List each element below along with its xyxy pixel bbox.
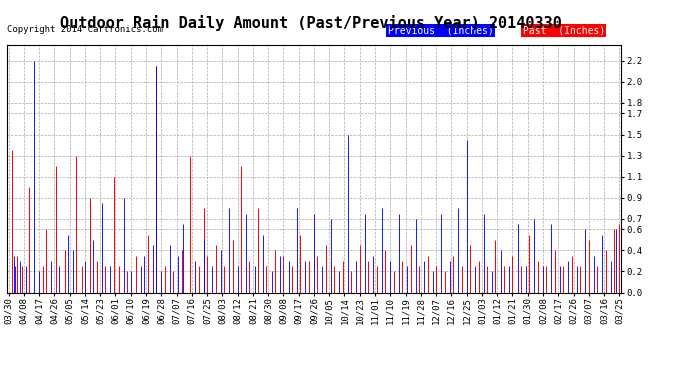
Text: Copyright 2014 Cartronics.com: Copyright 2014 Cartronics.com [7,25,163,34]
Text: Outdoor Rain Daily Amount (Past/Previous Year) 20140330: Outdoor Rain Daily Amount (Past/Previous… [59,15,562,31]
Text: Past  (Inches): Past (Inches) [523,25,605,35]
Text: Previous  (Inches): Previous (Inches) [388,25,493,35]
